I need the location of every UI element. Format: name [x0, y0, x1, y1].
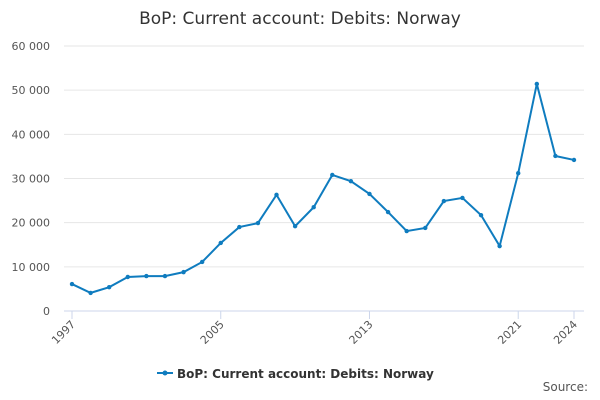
- point: [292, 224, 298, 229]
- x-tick-label: 2021: [495, 318, 524, 347]
- x-tick-label: 2005: [198, 318, 227, 347]
- y-tick-label: 10 000: [12, 261, 51, 274]
- point: [311, 205, 316, 210]
- point: [460, 195, 465, 201]
- point: [404, 228, 409, 234]
- y-tick-label: 30 000: [12, 173, 51, 186]
- y-tick-label: 20 000: [12, 217, 51, 230]
- point: [144, 273, 149, 279]
- point: [88, 290, 93, 296]
- source: Source:: [543, 380, 588, 394]
- legend-label: BoP: Current account: Debits: Norway: [177, 367, 434, 381]
- y-tick-label: 40 000: [12, 128, 51, 141]
- y-tick-label: 60 000: [12, 40, 51, 53]
- point: [497, 243, 502, 249]
- x-tick-label: 2024: [551, 318, 580, 347]
- point: [274, 192, 279, 198]
- y-tick-label: 50 000: [12, 84, 51, 97]
- point: [255, 220, 261, 226]
- y-tick-label: 0: [43, 305, 50, 318]
- x-tick-label: 1997: [49, 318, 78, 347]
- point: [553, 153, 558, 159]
- chart-title: BoP: Current account: Debits: Norway: [139, 9, 461, 29]
- point: [199, 259, 205, 265]
- point: [367, 191, 372, 197]
- point: [534, 81, 540, 87]
- point: [423, 225, 428, 231]
- point: [571, 157, 577, 163]
- point: [516, 171, 521, 176]
- point: [106, 284, 112, 290]
- point: [125, 274, 130, 280]
- point: [441, 198, 447, 204]
- point: [330, 172, 335, 178]
- legend-marker: [162, 370, 168, 376]
- point: [162, 273, 168, 279]
- point: [385, 209, 391, 215]
- x-tick-label: 2013: [347, 318, 376, 347]
- point: [348, 178, 354, 184]
- series-line: [71, 83, 575, 294]
- point: [478, 212, 484, 218]
- point: [181, 269, 186, 275]
- point: [218, 240, 223, 246]
- point: [69, 281, 75, 287]
- point: [237, 224, 242, 230]
